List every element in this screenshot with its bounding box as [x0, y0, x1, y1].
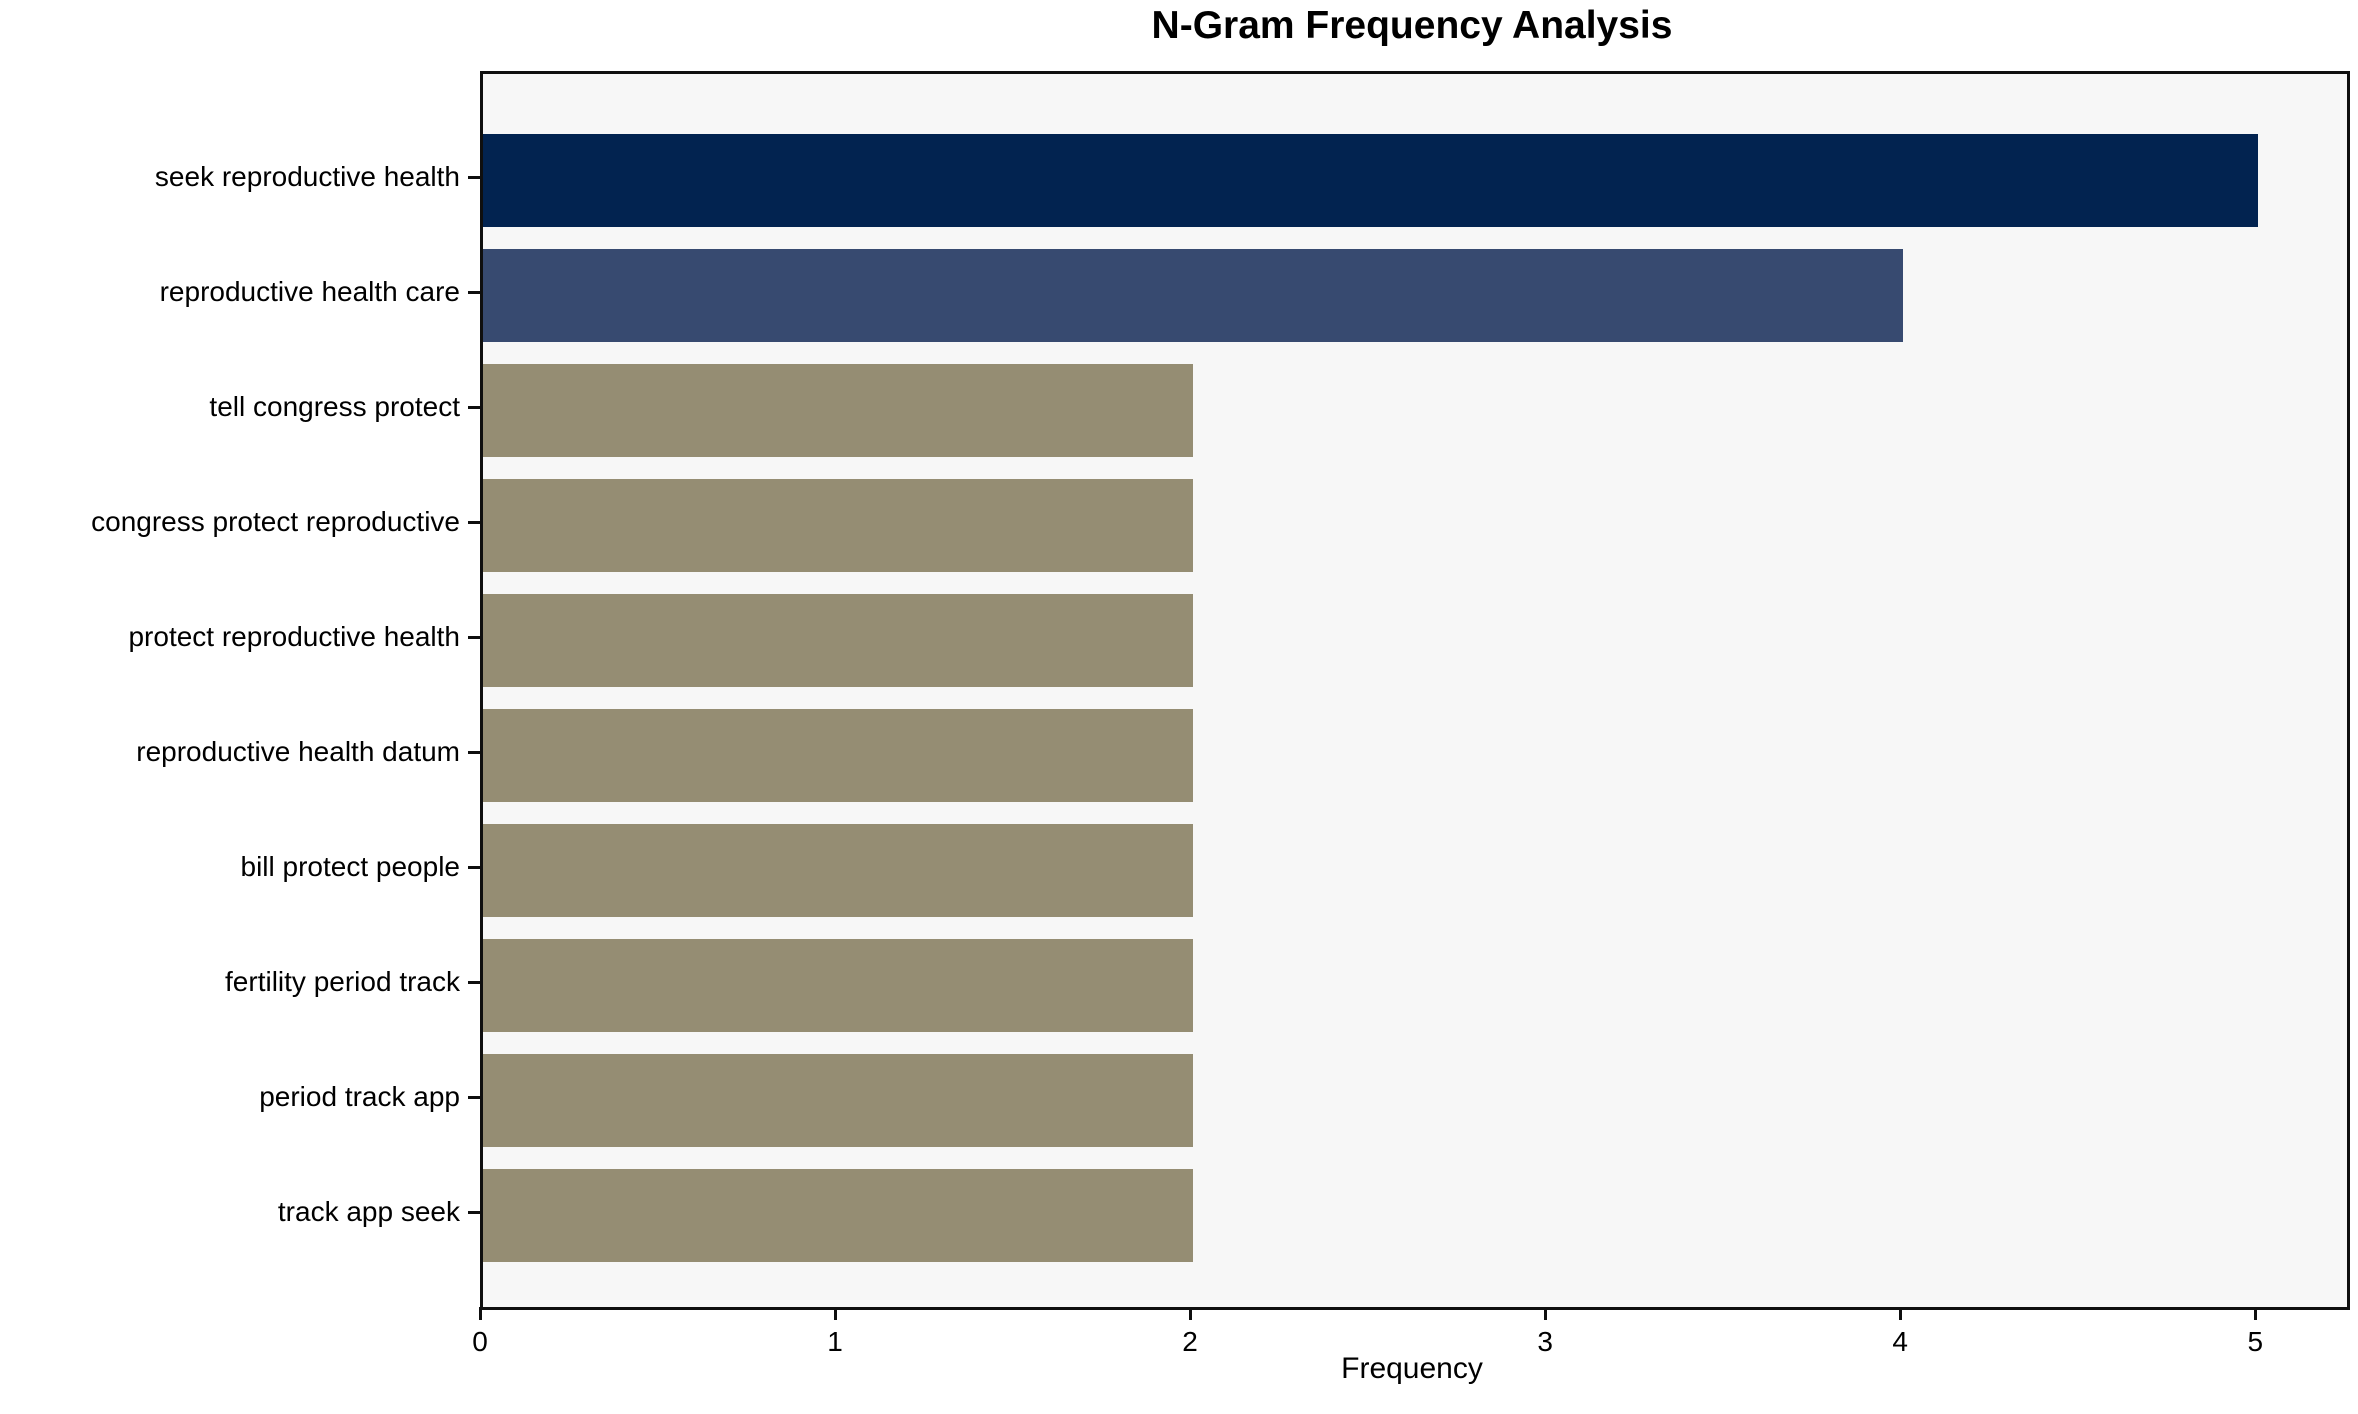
- y-tick-label: track app seek: [277, 1196, 460, 1227]
- y-tick-mark: [468, 520, 480, 524]
- bar-bill-protect-people: [483, 823, 1194, 917]
- y-tick-label: congress protect reproductive: [91, 506, 460, 537]
- y-tick-label: period track app: [259, 1081, 460, 1112]
- y-tick-mark: [468, 750, 480, 754]
- bar-period-track-app: [483, 1053, 1194, 1147]
- bar-track-app-seek: [483, 1168, 1194, 1262]
- y-tick-label: fertility period track: [225, 966, 460, 997]
- x-tick-label: 1: [827, 1326, 843, 1357]
- chart-title: N-Gram Frequency Analysis: [1151, 4, 1673, 47]
- x-tick-mark: [1543, 1307, 1547, 1320]
- x-tick-mark: [1898, 1307, 1902, 1320]
- y-tick-mark: [468, 290, 480, 294]
- x-tick-label: 5: [2247, 1326, 2264, 1357]
- bar-seek-reproductive-health: [483, 133, 2259, 227]
- x-tick-mark: [2253, 1307, 2257, 1320]
- y-tick-mark: [468, 635, 480, 639]
- x-tick-label: 2: [1182, 1326, 1198, 1357]
- x-tick-label: 0: [472, 1326, 488, 1357]
- x-tick-label: 3: [1537, 1326, 1553, 1357]
- x-axis-label: Frequency: [1341, 1352, 1483, 1385]
- y-tick-mark: [468, 980, 480, 984]
- y-tick-label: reproductive health datum: [136, 736, 460, 767]
- x-tick-mark: [478, 1307, 482, 1320]
- y-tick-label: tell congress protect: [209, 391, 460, 422]
- bar-fertility-period-track: [483, 938, 1194, 1032]
- plot-area: [480, 71, 2350, 1310]
- y-tick-mark: [468, 405, 480, 409]
- y-tick-mark: [468, 1095, 480, 1099]
- y-tick-label: seek reproductive health: [154, 161, 460, 192]
- y-tick-label: protect reproductive health: [128, 621, 460, 652]
- y-tick-label: bill protect people: [240, 851, 460, 882]
- bar-tell-congress-protect: [483, 363, 1194, 457]
- y-tick-mark: [468, 1210, 480, 1214]
- bar-reproductive-health-care: [483, 248, 1904, 342]
- x-tick-label: 4: [1892, 1326, 1908, 1357]
- x-tick-mark: [833, 1307, 837, 1320]
- bar-protect-reproductive-health: [483, 593, 1194, 687]
- y-tick-label: reproductive health care: [159, 276, 460, 307]
- bar-reproductive-health-datum: [483, 708, 1194, 802]
- y-tick-mark: [468, 865, 480, 869]
- y-tick-mark: [468, 175, 480, 179]
- x-tick-mark: [1188, 1307, 1192, 1320]
- bar-congress-protect-reproductive: [483, 478, 1194, 572]
